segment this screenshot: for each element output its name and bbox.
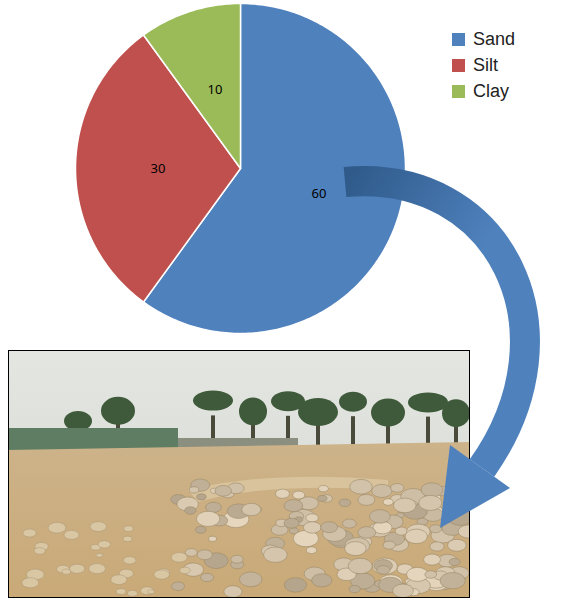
html-text:Clay: Clay [473,80,509,101]
html-text:Silt: Silt [473,54,498,75]
svg-text:60: 60 [312,184,327,202]
html-text:Sand: Sand [473,28,515,49]
svg-text:30: 30 [151,159,166,177]
svg-text:10: 10 [208,80,223,98]
